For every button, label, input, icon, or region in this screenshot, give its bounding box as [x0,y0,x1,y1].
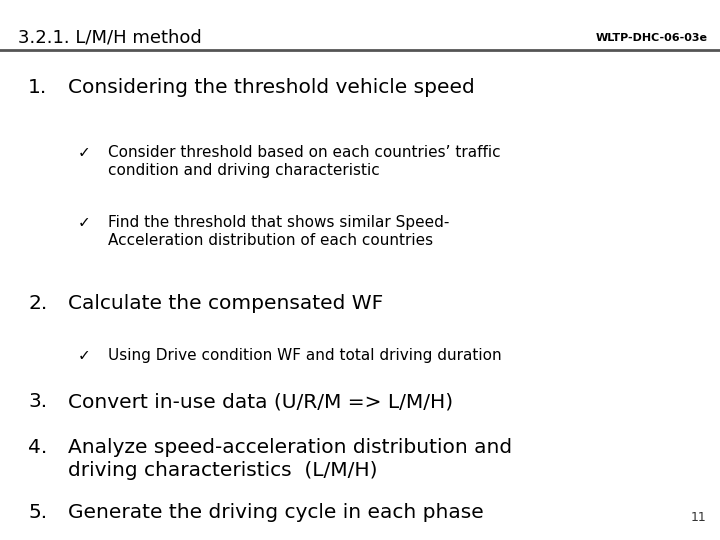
Text: Using Drive condition WF and total driving duration: Using Drive condition WF and total drivi… [108,348,502,363]
Text: Considering the threshold vehicle speed: Considering the threshold vehicle speed [68,78,474,97]
Text: 3.2.1. L/M/H method: 3.2.1. L/M/H method [18,29,202,47]
Text: Analyze speed-acceleration distribution and
driving characteristics  (L/M/H): Analyze speed-acceleration distribution … [68,438,512,480]
Text: Consider threshold based on each countries’ traffic
condition and driving charac: Consider threshold based on each countri… [108,145,500,178]
Text: 11: 11 [690,511,706,524]
Text: Calculate the compensated WF: Calculate the compensated WF [68,294,383,313]
Text: 5.: 5. [28,503,47,522]
Text: 1.: 1. [28,78,48,97]
Text: ✓: ✓ [78,145,91,160]
Text: 3.: 3. [28,392,47,411]
Text: WLTP-DHC-06-03e: WLTP-DHC-06-03e [596,33,708,43]
Text: 2.: 2. [28,294,48,313]
Text: ✓: ✓ [78,348,91,363]
Text: ✓: ✓ [78,215,91,230]
Text: 4.: 4. [28,438,48,457]
Text: Find the threshold that shows similar Speed-
Acceleration distribution of each c: Find the threshold that shows similar Sp… [108,215,449,248]
Text: Convert in-use data (U/R/M => L/M/H): Convert in-use data (U/R/M => L/M/H) [68,392,453,411]
Text: Generate the driving cycle in each phase: Generate the driving cycle in each phase [68,503,484,522]
